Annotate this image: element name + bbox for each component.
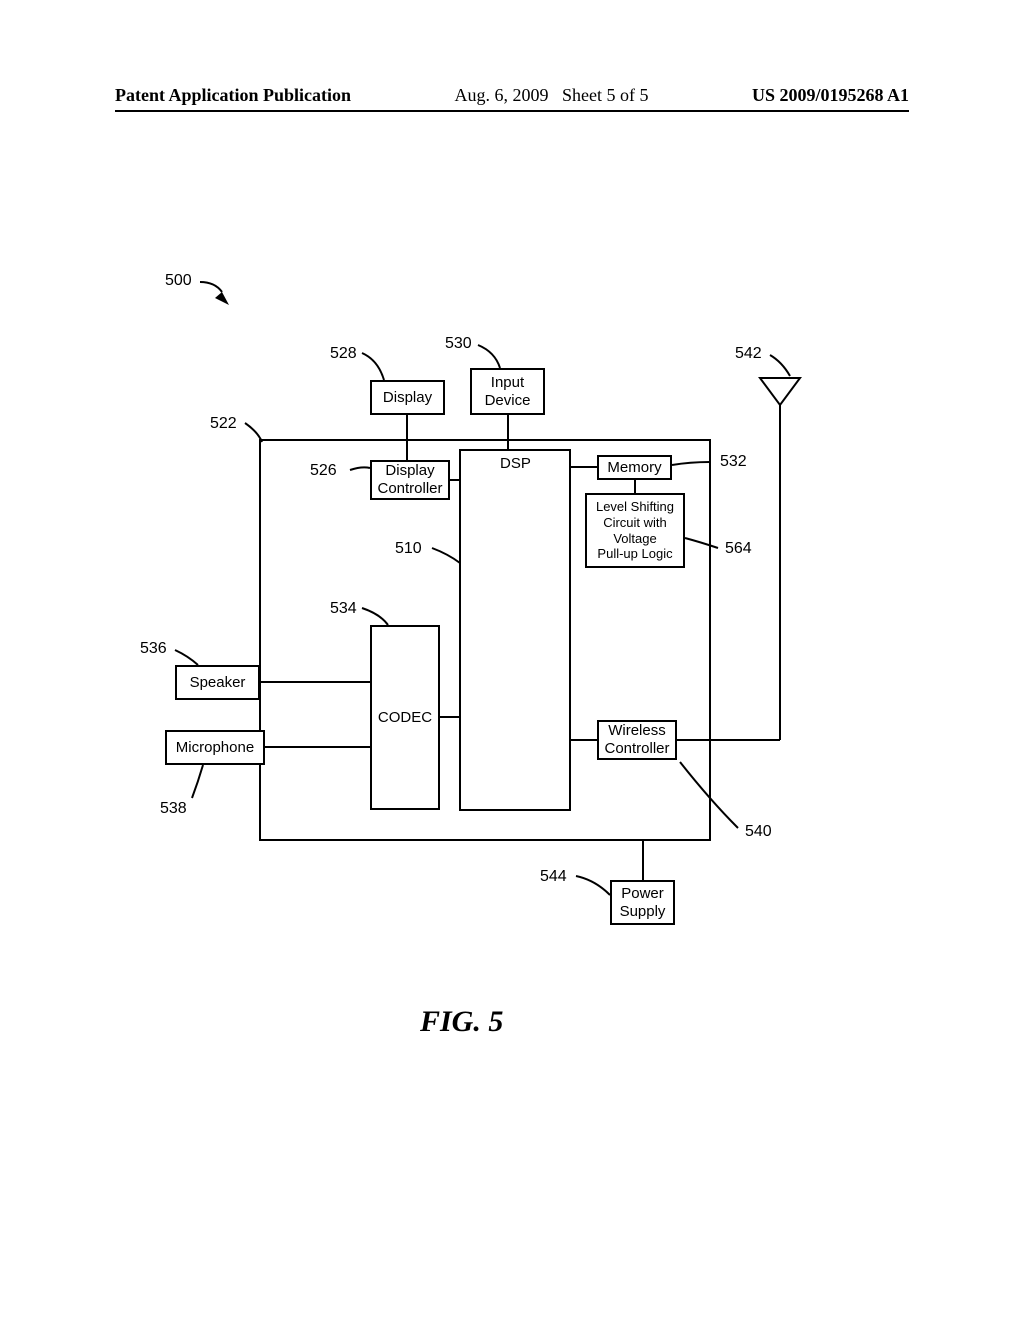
block-codec: CODEC bbox=[370, 625, 440, 810]
ref-564: 564 bbox=[725, 540, 752, 558]
ref-536: 536 bbox=[140, 640, 167, 658]
block-speaker: Speaker bbox=[175, 665, 260, 700]
ref-542: 542 bbox=[735, 345, 762, 363]
block-wireless-controller: Wireless Controller bbox=[597, 720, 677, 760]
block-microphone: Microphone bbox=[165, 730, 265, 765]
figure-diagram: Display Input Device Display Controller … bbox=[0, 0, 1024, 1320]
block-display: Display bbox=[370, 380, 445, 415]
ref-526: 526 bbox=[310, 462, 337, 480]
ref-530: 530 bbox=[445, 335, 472, 353]
block-level-shift: Level Shifting Circuit with Voltage Pull… bbox=[585, 493, 685, 568]
ref-538: 538 bbox=[160, 800, 187, 818]
ref-500: 500 bbox=[165, 272, 192, 290]
ref-532: 532 bbox=[720, 453, 747, 471]
figure-caption: FIG. 5 bbox=[420, 1005, 503, 1039]
ref-528: 528 bbox=[330, 345, 357, 363]
block-dsp-label: DSP bbox=[500, 455, 531, 472]
ref-540: 540 bbox=[745, 823, 772, 841]
block-memory: Memory bbox=[597, 455, 672, 480]
diagram-svg bbox=[0, 0, 1024, 1320]
ref-522: 522 bbox=[210, 415, 237, 433]
block-display-controller: Display Controller bbox=[370, 460, 450, 500]
ref-534: 534 bbox=[330, 600, 357, 618]
block-power-supply: Power Supply bbox=[610, 880, 675, 925]
block-input-device: Input Device bbox=[470, 368, 545, 415]
ref-510: 510 bbox=[395, 540, 422, 558]
ref-544: 544 bbox=[540, 868, 567, 886]
